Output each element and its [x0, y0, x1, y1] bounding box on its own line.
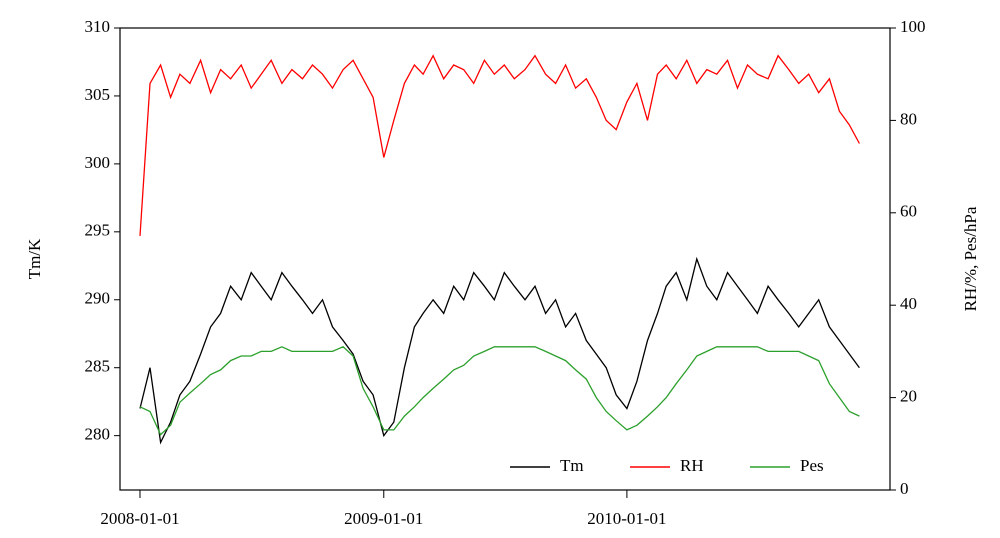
- y-tick-label: 285: [85, 357, 111, 376]
- x-tick-label: 2009-01-01: [344, 509, 423, 528]
- y2-tick-label: 100: [900, 17, 926, 36]
- y-tick-label: 300: [85, 153, 111, 172]
- y2-tick-label: 0: [900, 479, 909, 498]
- series-line: [139, 54, 860, 236]
- y2-tick-label: 20: [900, 387, 917, 406]
- y2-tick-label: 60: [900, 202, 917, 221]
- series-line: [139, 346, 860, 436]
- x-tick-label: 2008-01-01: [100, 509, 179, 528]
- legend-label: Tm: [560, 456, 584, 475]
- y2-axis-label: RH/%, Pes/hPa: [961, 206, 980, 311]
- y2-tick-label: 80: [900, 109, 917, 128]
- y-tick-label: 280: [85, 425, 111, 444]
- y-axis-label: Tm/K: [25, 238, 44, 279]
- plot-frame: [119, 27, 891, 491]
- x-tick-label: 2010-01-01: [587, 509, 666, 528]
- y-tick-label: 295: [85, 221, 111, 240]
- y-tick-label: 310: [85, 17, 111, 36]
- y2-tick-label: 40: [900, 294, 917, 313]
- y-tick-label: 290: [85, 289, 111, 308]
- y-tick-label: 305: [85, 85, 111, 104]
- series-line: [139, 256, 860, 445]
- legend-label: Pes: [800, 456, 824, 475]
- legend-label: RH: [680, 456, 704, 475]
